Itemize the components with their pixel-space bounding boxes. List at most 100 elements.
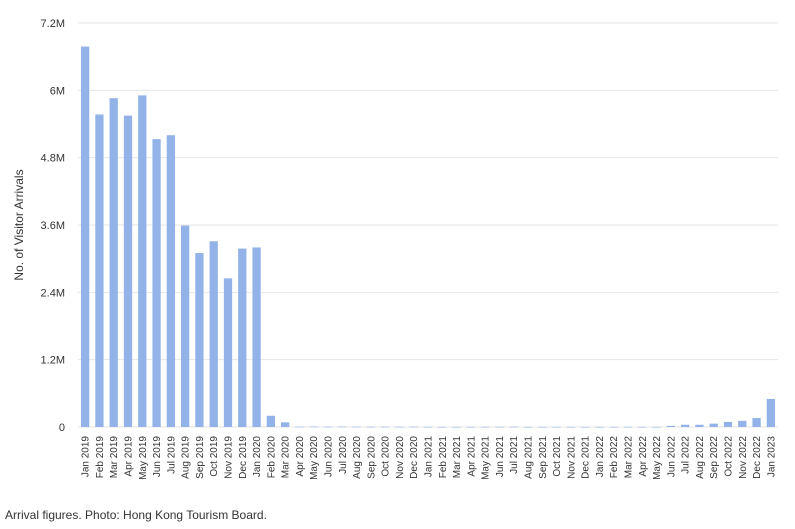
x-tick-label: Mar 2020 [281, 436, 292, 479]
bar [409, 426, 418, 428]
bar [623, 426, 633, 428]
y-tick-label: 2.4M [41, 287, 65, 299]
bar [123, 115, 133, 427]
x-tick-label: Feb 2020 [266, 436, 277, 479]
x-tick-label: Jan 2020 [252, 436, 263, 478]
bar [595, 426, 604, 428]
x-tick-label: Jul 2022 [681, 436, 692, 474]
bar [752, 418, 761, 427]
x-tick-label: Aug 2021 [524, 436, 535, 479]
x-tick-label: Aug 2022 [695, 436, 706, 479]
x-tick-label: Aug 2020 [352, 436, 363, 479]
bar [481, 426, 490, 428]
y-tick-label: 0 [59, 422, 65, 434]
bar [252, 247, 261, 427]
caption: Arrival figures. Photo: Hong Kong Touris… [5, 508, 267, 522]
bar [366, 426, 375, 428]
bar [266, 415, 275, 427]
bar [709, 423, 718, 427]
x-tick-label: Jul 2019 [166, 436, 177, 474]
bar [681, 424, 690, 427]
bar [238, 248, 247, 427]
bar [695, 424, 704, 427]
bar [195, 253, 204, 427]
x-tick-label: Jun 2020 [324, 436, 335, 478]
x-tick-label: Mar 2022 [624, 436, 635, 479]
x-tick-label: Dec 2020 [409, 436, 420, 479]
x-tick-label: Dec 2019 [238, 436, 249, 479]
x-tick-label: Oct 2021 [552, 436, 563, 477]
bar [209, 241, 218, 427]
x-tick-label: May 2020 [309, 436, 320, 480]
bar [423, 426, 433, 428]
bar [138, 95, 147, 427]
y-tick-label: 4.8M [41, 153, 65, 165]
x-tick-label: Dec 2021 [581, 436, 592, 479]
x-tick-label: Nov 2020 [395, 436, 406, 479]
x-tick-label: Oct 2022 [724, 436, 735, 477]
x-tick-label: Jan 2019 [81, 436, 92, 478]
bar [166, 135, 175, 427]
bar [652, 426, 661, 428]
bar [152, 139, 161, 427]
x-tick-label: Oct 2020 [381, 436, 392, 477]
x-tick-label: Feb 2021 [438, 436, 449, 479]
y-axis-label: No. of Visitor Arrivals [12, 169, 26, 280]
x-tick-label: Jan 2021 [424, 436, 435, 478]
bar [638, 426, 647, 428]
x-tick-label: Aug 2019 [181, 436, 192, 479]
bar [81, 46, 90, 428]
bar [509, 426, 518, 428]
bar [766, 398, 775, 427]
x-tick-label: Sep 2019 [195, 436, 206, 479]
bar [109, 98, 118, 427]
grid-lines [78, 22, 778, 428]
x-tick-label: May 2021 [481, 436, 492, 480]
bar [552, 426, 561, 428]
bar [495, 426, 504, 428]
x-tick-label: Mar 2021 [452, 436, 463, 479]
x-tick-label: Feb 2019 [95, 436, 106, 479]
bar [309, 426, 318, 428]
x-tick-label: Dec 2022 [752, 436, 763, 479]
bar [666, 425, 675, 427]
bar [338, 426, 347, 428]
x-tick-label: Apr 2019 [124, 436, 135, 477]
x-tick-label: May 2019 [138, 436, 149, 480]
bar [323, 426, 333, 428]
bar [181, 225, 190, 427]
x-tick-label: Jun 2019 [152, 436, 163, 478]
x-tick-label: Oct 2019 [209, 436, 220, 477]
y-tick-label: 1.2M [41, 355, 65, 367]
bars [81, 46, 775, 428]
x-tick-label: Jan 2023 [766, 436, 777, 478]
x-tick-label: Sep 2021 [538, 436, 549, 479]
y-tick-label: 7.2M [41, 18, 65, 30]
y-axis-ticks: 0 1.2M 2.4M 3.6M 4.8M 6M 7.2M [41, 18, 65, 434]
x-tick-label: Jul 2020 [338, 436, 349, 474]
x-tick-label: Nov 2022 [738, 436, 749, 479]
bar [452, 426, 461, 428]
bar [438, 426, 447, 428]
y-tick-label: 6M [50, 85, 65, 97]
bar [281, 422, 290, 427]
x-tick-label: Sep 2022 [709, 436, 720, 479]
x-tick-label: Apr 2020 [295, 436, 306, 477]
x-tick-label: Apr 2022 [638, 436, 649, 477]
x-tick-label: Jun 2022 [666, 436, 677, 478]
bar [538, 426, 547, 428]
x-tick-label: Apr 2021 [466, 436, 477, 477]
x-tick-label: Jan 2022 [595, 436, 606, 478]
bar [381, 426, 390, 428]
x-tick-label: Mar 2019 [109, 436, 120, 479]
bar [223, 278, 233, 427]
x-tick-label: Jun 2021 [495, 436, 506, 478]
bar [581, 426, 590, 428]
bar [566, 426, 575, 428]
bar [466, 426, 475, 428]
bar [738, 420, 747, 427]
x-tick-label: Nov 2021 [566, 436, 577, 479]
x-tick-label: Sep 2020 [366, 436, 377, 479]
bar [395, 426, 404, 428]
